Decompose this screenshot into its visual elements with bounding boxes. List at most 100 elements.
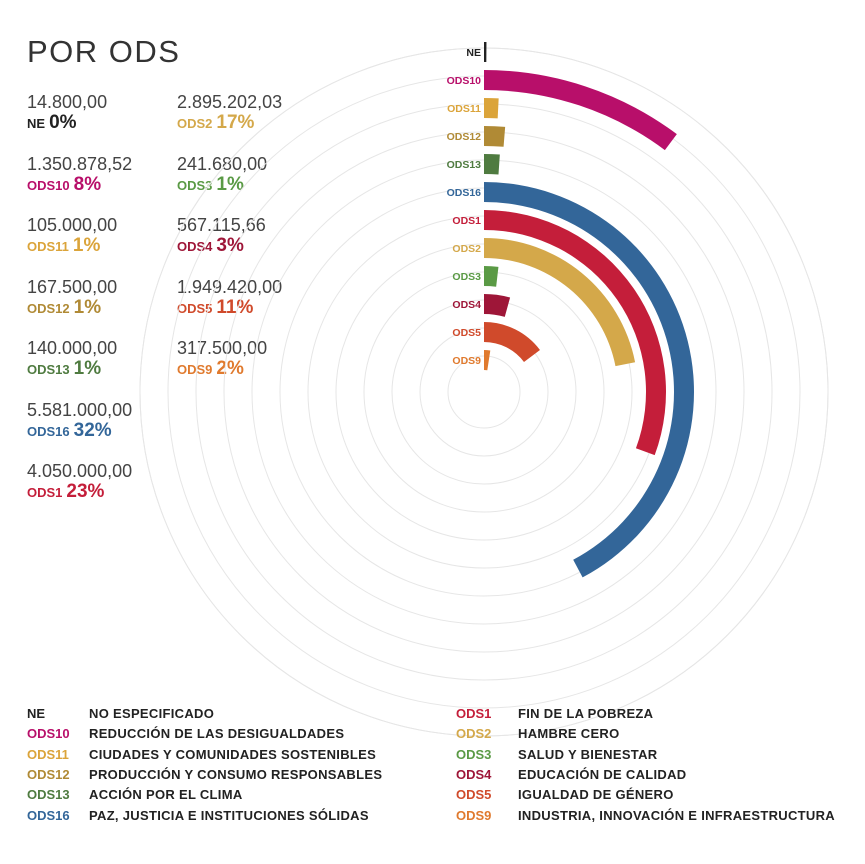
legend-code: ODS9 bbox=[456, 807, 492, 823]
bar-ods10 bbox=[484, 70, 677, 151]
bar-label-ne: NE bbox=[466, 47, 481, 59]
legend-label: REDUCCIÓN DE LAS DESIGUALDADES bbox=[89, 726, 345, 742]
legend-item-ods3: ODS3 SALUD Y BIENESTAR bbox=[456, 747, 657, 762]
stat-ne: 14.800,00 NE 0% bbox=[27, 92, 107, 135]
stat-percent: 11% bbox=[216, 296, 254, 318]
stat-amount: 1.350.878,52 bbox=[27, 153, 133, 174]
bar-ne bbox=[484, 42, 487, 63]
legend-item-ods5: ODS5 IGUALDAD DE GÉNERO bbox=[456, 787, 674, 802]
legend-label: HAMBRE CERO bbox=[518, 726, 620, 742]
grid-circle bbox=[139, 47, 829, 737]
bar-ods4 bbox=[484, 294, 511, 317]
legend-item-ods11: ODS11 CIUDADES Y COMUNIDADES SOSTENIBLES bbox=[27, 747, 376, 762]
legend-label: NO ESPECIFICADO bbox=[89, 706, 215, 721]
bar-label-ods4: ODS4 bbox=[452, 299, 481, 311]
page-title: POR ODS bbox=[27, 34, 181, 69]
legend-code: ODS10 bbox=[27, 726, 70, 742]
legend-code: ODS3 bbox=[456, 746, 492, 762]
stat-ods11: 105.000,00 ODS11 1% bbox=[27, 215, 117, 258]
stat-ods5: 1.949.420,00 ODS5 11% bbox=[177, 277, 282, 320]
stat-percent: 0% bbox=[49, 112, 77, 133]
legend-item-ods13: ODS13 ACCIÓN POR EL CLIMA bbox=[27, 787, 243, 802]
stat-code: ODS16 bbox=[27, 423, 70, 439]
legend-code: ODS12 bbox=[27, 766, 70, 782]
bar-label-ods2: ODS2 bbox=[452, 243, 481, 255]
stat-ods3: 241.680,00 ODS3 1% bbox=[177, 154, 267, 197]
legend-item-ne: NE NO ESPECIFICADO bbox=[27, 706, 214, 721]
stat-percent: 1% bbox=[72, 235, 101, 256]
stat-percent: 3% bbox=[216, 235, 244, 256]
legend-item-ods12: ODS12 PRODUCCIÓN Y CONSUMO RESPONSABLES bbox=[27, 767, 382, 782]
stat-code: ODS4 bbox=[177, 239, 213, 254]
stat-ods13: 140.000,00 ODS13 1% bbox=[27, 338, 117, 381]
stat-amount: 5.581.000,00 bbox=[27, 399, 133, 420]
bar-ods13 bbox=[484, 154, 500, 175]
stat-percent: 17% bbox=[216, 112, 255, 133]
legend-label: PAZ, JUSTICIA E INSTITUCIONES SÓLIDAS bbox=[89, 807, 369, 823]
stat-code: NE bbox=[27, 116, 46, 131]
stat-code: ODS11 bbox=[27, 239, 69, 254]
bar-label-ods13: ODS13 bbox=[447, 159, 482, 171]
bar-label-ods5: ODS5 bbox=[452, 327, 481, 339]
stat-ods10: 1.350.878,52 ODS10 8% bbox=[27, 154, 132, 197]
legend-label: FIN DE LA POBREZA bbox=[518, 706, 654, 721]
legend-item-ods4: ODS4 EDUCACIÓN DE CALIDAD bbox=[456, 767, 687, 782]
bar-ods11 bbox=[484, 98, 499, 119]
legend-item-ods10: ODS10 REDUCCIÓN DE LAS DESIGUALDADES bbox=[27, 726, 344, 741]
bar-label-ods1: ODS1 bbox=[452, 215, 481, 227]
stat-amount: 105.000,00 bbox=[27, 215, 118, 235]
bar-ods16 bbox=[484, 182, 695, 578]
legend-code: ODS16 bbox=[27, 807, 70, 823]
bar-ods2 bbox=[484, 238, 636, 367]
stat-amount: 317.500,00 bbox=[177, 338, 268, 358]
stat-percent: 1% bbox=[216, 173, 244, 195]
stat-code: ODS2 bbox=[177, 116, 213, 131]
legend-code: NE bbox=[27, 706, 46, 721]
legend-code: ODS4 bbox=[456, 766, 492, 782]
bar-ods1 bbox=[484, 210, 666, 456]
legend-code: ODS5 bbox=[456, 787, 492, 803]
stat-amount: 2.895.202,03 bbox=[177, 92, 283, 112]
legend-item-ods16: ODS16 PAZ, JUSTICIA E INSTITUCIONES SÓLID… bbox=[27, 808, 369, 823]
legend-label: SALUD Y BIENESTAR bbox=[518, 746, 658, 762]
stat-amount: 4.050.000,00 bbox=[27, 461, 133, 481]
bar-label-ods3: ODS3 bbox=[452, 271, 481, 283]
stat-ods12: 167.500,00 ODS12 1% bbox=[27, 277, 117, 320]
bar-label-ods10: ODS10 bbox=[447, 75, 482, 87]
stat-percent: 32% bbox=[73, 419, 112, 441]
stat-code: ODS9 bbox=[177, 362, 213, 377]
stat-amount: 167.500,00 bbox=[27, 276, 118, 297]
stat-code: ODS3 bbox=[177, 177, 213, 193]
bar-ods12 bbox=[484, 126, 506, 147]
legend-code: ODS1 bbox=[456, 706, 492, 721]
stat-code: ODS12 bbox=[27, 300, 70, 316]
legend-code: ODS13 bbox=[27, 787, 70, 803]
legend-code: ODS2 bbox=[456, 726, 492, 742]
stat-percent: 1% bbox=[73, 296, 102, 318]
legend-code: ODS11 bbox=[27, 746, 69, 762]
bar-ods5 bbox=[484, 322, 540, 362]
stat-amount: 1.949.420,00 bbox=[177, 276, 283, 297]
bar-label-ods16: ODS16 bbox=[447, 187, 482, 199]
stat-code: ODS1 bbox=[27, 485, 63, 500]
legend-label: ACCIÓN POR EL CLIMA bbox=[89, 787, 243, 803]
bar-label-ods9: ODS9 bbox=[452, 355, 481, 367]
legend-item-ods1: ODS1 FIN DE LA POBREZA bbox=[456, 706, 653, 721]
stat-amount: 140.000,00 bbox=[27, 338, 118, 358]
stat-amount: 241.680,00 bbox=[177, 153, 268, 174]
stat-percent: 8% bbox=[73, 173, 102, 195]
bar-label-ods12: ODS12 bbox=[447, 131, 482, 143]
stat-percent: 1% bbox=[73, 358, 102, 379]
stat-amount: 14.800,00 bbox=[27, 92, 108, 112]
bar-ods9 bbox=[484, 350, 491, 371]
stat-ods2: 2.895.202,03 ODS2 17% bbox=[177, 92, 282, 135]
legend-label: CIUDADES Y COMUNIDADES SOSTENIBLES bbox=[89, 746, 377, 762]
legend-item-ods9: ODS9 INDUSTRIA, INNOVACIÓN E INFRAESTRUCT… bbox=[456, 808, 835, 823]
legend-label: INDUSTRIA, INNOVACIÓN E INFRAESTRUCTURA bbox=[518, 807, 835, 823]
stat-code: ODS5 bbox=[177, 300, 213, 316]
stat-code: ODS13 bbox=[27, 362, 70, 377]
stat-ods1: 4.050.000,00 ODS1 23% bbox=[27, 461, 132, 504]
stat-percent: 23% bbox=[66, 481, 105, 502]
grid-circle bbox=[139, 47, 829, 737]
legend-label: IGUALDAD DE GÉNERO bbox=[518, 787, 674, 803]
